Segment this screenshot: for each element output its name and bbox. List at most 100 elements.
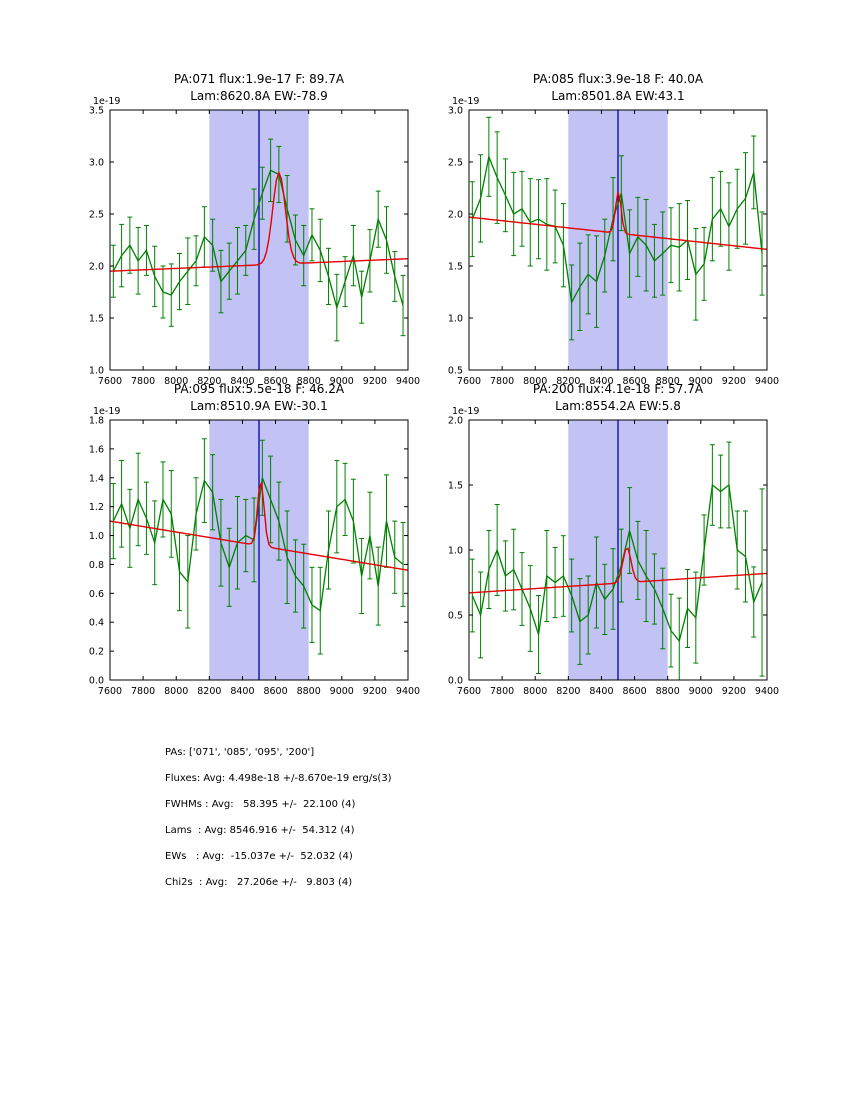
x-tick-label: 8200 [197,376,221,387]
x-tick-label: 9200 [363,686,387,697]
panel-2-plot: 7600 7800 8000 8200 8400 8600 8800 9000 9200 9400… [448,96,779,387]
x-tick-label: 8000 [164,376,188,387]
axes-frame [109,419,409,681]
y-tick-label: 1.0 [448,314,463,325]
panel-3-plot: 7600 7800 8000 8200 8400 8600 8800 9000 9200 9400… [89,406,420,697]
y-tick-label: 0.5 [448,611,463,622]
x-tick-label: 7600 [98,376,122,387]
spectrum-line [471,483,763,643]
y-tick-label: 0.5 [448,366,463,377]
y-offset-label: 1e-19 [452,406,479,417]
spectrum-line [112,477,404,612]
y-tick-label: 0.8 [89,560,104,571]
x-tick-label: 7800 [490,376,514,387]
x-tick-label: 8200 [556,376,580,387]
y-tick-label: 3.0 [89,158,104,169]
panel-1-plot: 7600 7800 8000 8200 8400 8600 8800 9000 9200 9400… [89,96,420,387]
x-tick-label: 8600 [263,376,287,387]
y-tick-label: 3.0 [448,106,463,117]
x-tick-label: 8400 [589,376,613,387]
summary-line-pas: PAs: ['071', '085', '095', '200'] [165,747,315,758]
panel-1-title-line1: PA:071 flux:1.9e-17 F: 89.7A [173,72,345,86]
y-tick-label: 2.5 [448,158,463,169]
x-tick-label: 8000 [523,686,547,697]
y-tick-label: 0.2 [89,647,104,658]
panel-1-title-line2: Lam:8620.8A EW:-78.9 [190,89,328,103]
data-group [110,138,408,342]
x-tick-label: 9000 [330,686,354,697]
x-tick-label: 9400 [755,686,779,697]
x-tick-label: 9000 [330,376,354,387]
y-tick-label: 2.5 [89,210,104,221]
summary-line-chi2s: Chi2s : Avg: 27.206e +/- 9.803 (4) [165,877,353,888]
panel-3-title: PA:095 flux:5.5e-18 F: 46.2A Lam:8510.9A… [89,381,429,415]
x-tick-label: 9200 [722,686,746,697]
y-offset-label: 1e-19 [452,96,479,107]
y-tick-label: 2.0 [448,210,463,221]
fit-line [469,191,767,251]
data-group [110,438,408,655]
x-tick-label: 7800 [490,686,514,697]
x-tick-label: 7600 [457,376,481,387]
data-group [469,116,767,341]
y-tick-label: 2.0 [448,416,463,427]
y-tick-label: 0.0 [448,676,463,687]
x-tick-label: 8600 [622,686,646,697]
y-tick-label: 1.5 [448,262,463,273]
y-tick-label: 2.0 [89,262,104,273]
y-tick-label: 1.6 [89,444,104,455]
x-tick-label: 8000 [523,376,547,387]
panel-2-title-line1: PA:085 flux:3.9e-18 F: 40.0A [532,72,704,86]
y-tick-label: 1.2 [89,502,104,513]
x-tick-label: 9000 [689,686,713,697]
x-tick-label: 8400 [230,686,254,697]
panel-3-title-line2: Lam:8510.9A EW:-30.1 [190,399,328,413]
panel-1-title: PA:071 flux:1.9e-17 F: 89.7A Lam:8620.8A… [89,71,429,105]
y-tick-label: 1.8 [89,416,104,427]
y-offset-label: 1e-19 [93,406,120,417]
x-tick-label: 9400 [755,376,779,387]
fit-line [110,482,408,571]
x-tick-label: 8800 [297,686,321,697]
y-offset-label: 1e-19 [93,96,120,107]
summary-block: PAs: ['071', '085', '095', '200'] Fluxes… [165,740,392,896]
y-tick-label: 0.4 [89,618,104,629]
panel-4-title-line2: Lam:8554.2A EW:5.8 [555,399,681,413]
x-tick-label: 8400 [589,686,613,697]
x-tick-label: 9400 [396,686,420,697]
data-group [469,441,767,680]
x-tick-label: 8000 [164,686,188,697]
x-tick-label: 8600 [622,376,646,387]
y-tick-label: 1.4 [89,473,104,484]
fit-line [469,547,767,594]
axes-frame [109,109,409,371]
y-tick-label: 1.5 [448,481,463,492]
y-tick-label: 1.0 [89,531,104,542]
x-tick-label: 8400 [230,376,254,387]
y-tick-label: 1.0 [89,366,104,377]
x-tick-label: 7800 [131,686,155,697]
x-tick-label: 9000 [689,376,713,387]
x-tick-label: 9400 [396,376,420,387]
x-tick-label: 8200 [197,686,221,697]
x-tick-label: 9200 [363,376,387,387]
panel-3-title-line1: PA:095 flux:5.5e-18 F: 46.2A [173,382,345,396]
x-tick-label: 8800 [656,686,680,697]
x-tick-label: 8800 [297,376,321,387]
x-tick-label: 7600 [98,686,122,697]
spectrum-line [471,154,763,305]
y-tick-label: 3.5 [89,106,104,117]
panel-4-title: PA:200 flux:4.1e-18 F: 57.7A Lam:8554.2A… [448,381,788,415]
summary-line-lams: Lams : Avg: 8546.916 +/- 54.312 (4) [165,825,355,836]
x-tick-label: 7800 [131,376,155,387]
panel-2-title: PA:085 flux:3.9e-18 F: 40.0A Lam:8501.8A… [448,71,788,105]
x-tick-label: 8600 [263,686,287,697]
fit-line [110,170,408,272]
panel-2-title-line2: Lam:8501.8A EW:43.1 [551,89,685,103]
y-tick-label: 1.5 [89,314,104,325]
panel-4-plot: 7600 7800 8000 8200 8400 8600 8800 9000 9200 9400… [448,406,779,697]
summary-line-ews: EWs : Avg: -15.037e +/- 52.032 (4) [165,851,353,862]
y-tick-label: 0.6 [89,589,104,600]
